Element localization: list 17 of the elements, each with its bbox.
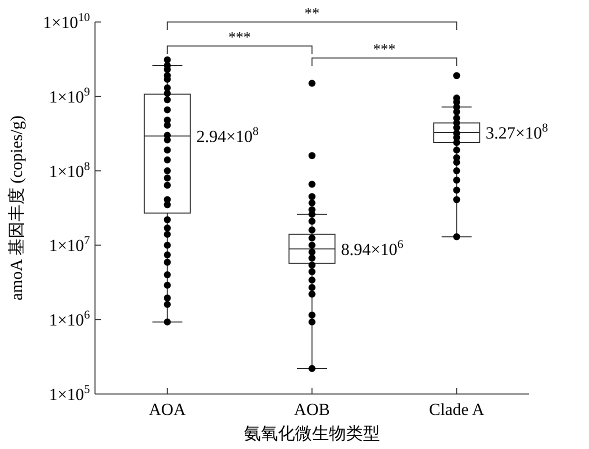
x-tick-label: AOA [148, 400, 186, 419]
x-tick-label: AOB [294, 400, 330, 419]
annotation: 2.94×10$^{8}$ [196, 124, 259, 146]
y-tick-label: 1×10$^{9}$ [48, 84, 90, 106]
annotation: ** [304, 6, 320, 22]
annotation: *** [228, 30, 251, 46]
y-axis-title: amoA 基因丰度 (copies/g) [7, 115, 26, 301]
annotation: *** [373, 42, 396, 58]
annotation: 3.27×10$^{8}$ [486, 120, 548, 142]
y-tick-label: 1×10$^{7}$ [48, 233, 90, 256]
y-tick-label: 1×10$^{10}$ [43, 10, 90, 32]
y-tick-label: 1×10$^{8}$ [48, 158, 90, 181]
x-tick-label: Clade A [429, 400, 486, 419]
y-tick-label: 1×10$^{6}$ [48, 308, 90, 330]
y-tick-label: 1×10$^{5}$ [48, 382, 90, 404]
annotation: 8.94×10$^{6}$ [341, 236, 404, 259]
x-axis-title: 氨氧化微生物类型 [244, 424, 380, 443]
